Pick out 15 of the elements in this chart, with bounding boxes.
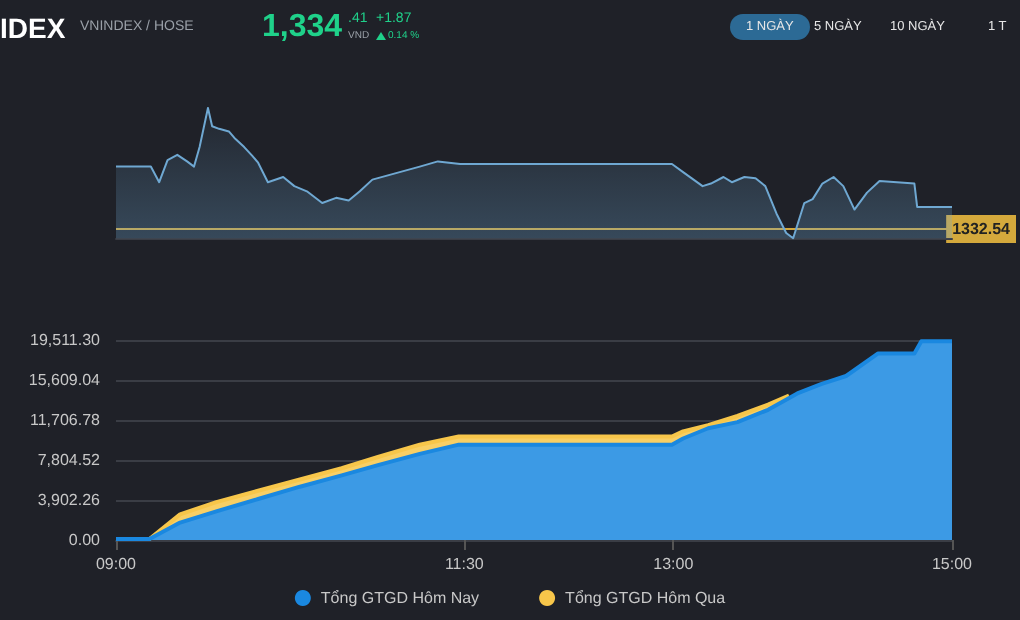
y-tick-label: 3,902.26	[37, 491, 102, 509]
annotation: 1332.54	[952, 220, 1012, 239]
x-tick-label: 13:00	[653, 555, 695, 573]
x-tick-label: 15:00	[931, 555, 974, 573]
legend-label: Tổng GTGD Hôm Nay	[320, 589, 480, 607]
x-tick-label: 11:30	[444, 555, 485, 573]
text: 1,334	[262, 10, 343, 46]
y-tick-label: 7,804.52	[37, 451, 102, 469]
y-tick-label: 15,609.04	[28, 371, 102, 389]
x-tick-label: 09:00	[95, 555, 138, 573]
text: IDEX	[0, 12, 66, 44]
y-tick-label: 11,706.78	[30, 411, 102, 429]
legend-label: Tổng GTGD Hôm Qua	[565, 589, 727, 607]
y-tick-label: 19,511.30	[30, 331, 102, 349]
y-tick-label: 0.00	[68, 531, 102, 549]
